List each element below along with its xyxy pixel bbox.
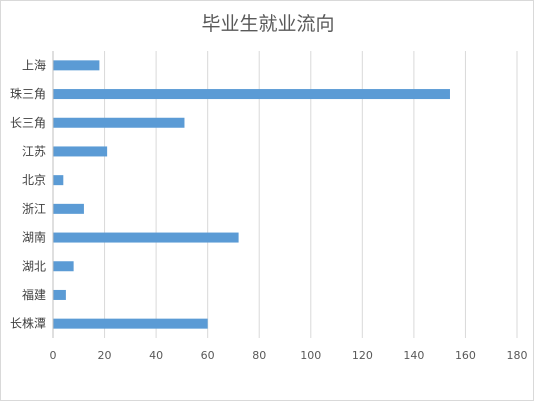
x-tick-label: 140 [403, 349, 424, 362]
category-label: 浙江 [22, 202, 46, 216]
bar-1 [53, 60, 100, 71]
x-tick-labels: 0 20 40 60 80 100 120 140 160 180 [50, 349, 528, 362]
x-tick-label: 40 [149, 349, 163, 362]
bar-2 [53, 89, 450, 100]
x-tick-label: 20 [98, 349, 112, 362]
category-label: 江苏 [22, 144, 46, 158]
x-tick-label: 120 [352, 349, 373, 362]
category-label: 长株潭 [10, 316, 46, 331]
x-tick-label: 60 [201, 349, 215, 362]
bar-8 [53, 261, 74, 272]
category-label: 湖南 [22, 230, 46, 245]
category-label: 长三角 [10, 116, 46, 130]
category-label: 北京 [22, 173, 46, 187]
category-label: 上海 [22, 57, 46, 72]
x-tick-label: 160 [455, 349, 476, 362]
bars [53, 60, 450, 329]
bar-3 [53, 117, 185, 128]
bar-10 [53, 318, 208, 329]
x-tick-label: 180 [507, 349, 528, 362]
category-label: 福建 [22, 287, 46, 302]
category-label: 珠三角 [10, 87, 46, 101]
bar-5 [53, 175, 64, 186]
category-label: 湖北 [22, 258, 46, 273]
bar-9 [53, 289, 66, 300]
bar-7 [53, 232, 239, 243]
x-tick-label: 0 [50, 349, 57, 362]
gridlines [104, 51, 518, 338]
x-tick-label: 80 [252, 349, 266, 362]
bar-6 [53, 203, 84, 214]
x-tick-label: 100 [300, 349, 321, 362]
bar-4 [53, 146, 108, 157]
chart-title: 毕业生就业流向 [201, 13, 335, 35]
